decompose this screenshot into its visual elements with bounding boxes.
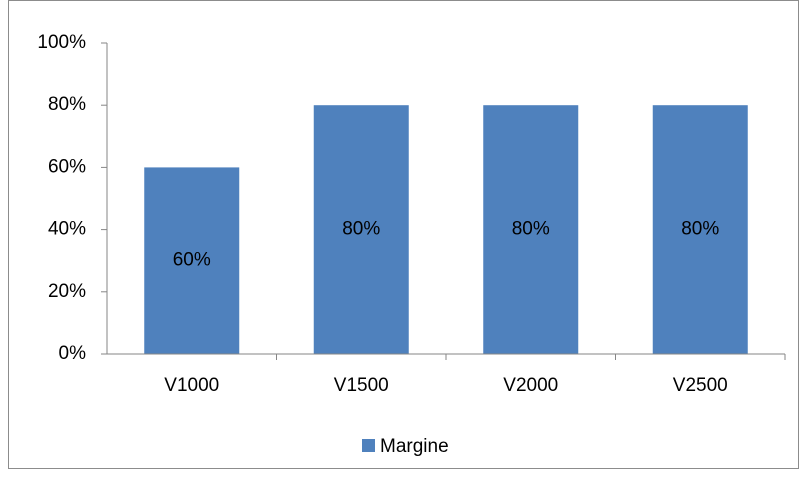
data-label: 80% <box>342 219 380 240</box>
y-tick-label: 20% <box>48 281 86 302</box>
chart-frame <box>8 0 799 469</box>
y-tick-label: 100% <box>37 32 86 53</box>
y-tick-label: 80% <box>48 94 86 115</box>
y-tick-label: 40% <box>48 219 86 240</box>
data-label: 80% <box>681 219 719 240</box>
y-tick-label: 0% <box>59 343 87 364</box>
legend-label: Margine <box>380 436 449 457</box>
data-label: 60% <box>173 250 211 271</box>
y-tick-label: 60% <box>48 156 86 177</box>
bar <box>652 105 748 354</box>
legend-swatch <box>362 439 375 452</box>
bar <box>483 105 579 354</box>
bar <box>313 105 409 354</box>
x-tick-label: V2500 <box>673 375 728 396</box>
bar <box>144 167 240 354</box>
data-label: 80% <box>512 219 550 240</box>
x-tick-label: V2000 <box>503 375 558 396</box>
x-tick-label: V1000 <box>164 375 219 396</box>
x-tick-label: V1500 <box>334 375 389 396</box>
